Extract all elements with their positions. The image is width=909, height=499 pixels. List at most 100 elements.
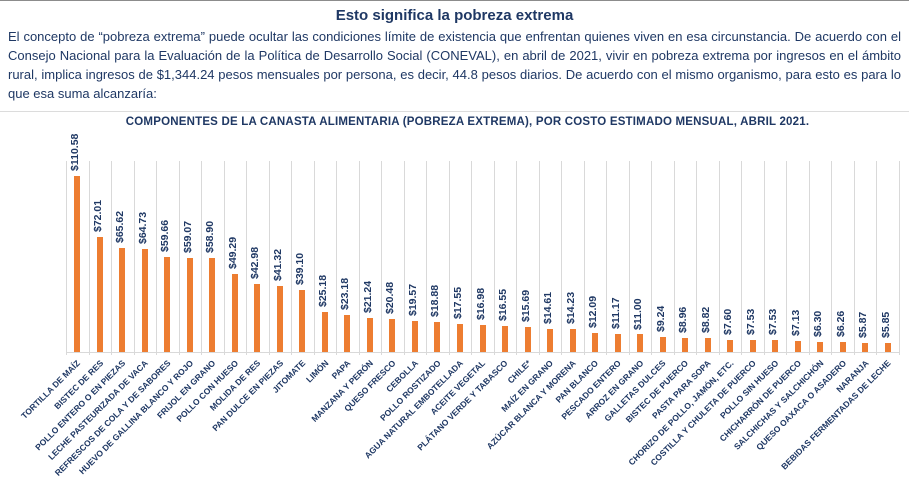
gridline (516, 161, 518, 355)
bar-value-label: $8.96 (677, 306, 690, 333)
x-axis-line (66, 352, 899, 353)
gridline (223, 161, 225, 355)
gridline (471, 161, 473, 355)
gridline (651, 161, 653, 355)
bar-value-label: $8.82 (699, 306, 712, 333)
gridline (853, 161, 855, 355)
bar-value-label: $7.13 (789, 309, 802, 336)
bar-chart-plot-area: $110.58 TORTILLA DE MAÍZ $72.01 BISTEC DE R… (20, 134, 900, 478)
bar (141, 248, 148, 352)
bar (682, 337, 689, 352)
bar-value-label: $11.17 (609, 297, 622, 330)
gridline (178, 161, 180, 355)
bar-value-label: $9.24 (654, 306, 667, 333)
bar (119, 247, 126, 352)
gridline (538, 161, 540, 355)
gridline (628, 161, 630, 355)
bar (456, 324, 463, 352)
bar (74, 175, 81, 352)
gridline (336, 161, 338, 355)
gridline (696, 161, 698, 355)
bar-value-label: $5.87 (857, 311, 870, 338)
gridline (201, 161, 203, 355)
bar (637, 334, 644, 352)
bar-value-label: $59.66 (159, 219, 172, 253)
bar-value-label: $12.09 (587, 295, 600, 328)
bar-value-label: $25.18 (316, 274, 329, 307)
bar (96, 237, 103, 352)
bar-value-label: $7.53 (744, 308, 757, 336)
gridline (268, 161, 270, 355)
bar-value-label: $49.29 (226, 236, 239, 269)
bar (479, 324, 486, 352)
bar-value-label: $58.90 (204, 221, 217, 254)
bar-value-label: $72.01 (91, 200, 104, 233)
bar (884, 342, 891, 352)
bar (276, 286, 283, 352)
gridline (583, 161, 585, 355)
gridline (831, 161, 833, 355)
bar-value-label: $7.60 (722, 308, 735, 335)
bar-value-label: $41.32 (271, 249, 284, 282)
gridline (291, 161, 293, 355)
category-label: LIMÓN (303, 358, 330, 385)
bar (209, 258, 216, 352)
gridline (403, 161, 405, 355)
gridline (561, 161, 563, 355)
gridline (763, 161, 765, 355)
bar (231, 273, 238, 352)
gridline (358, 161, 360, 355)
bar (839, 342, 846, 352)
gridline (133, 161, 135, 355)
bar-value-label: $17.55 (451, 286, 464, 320)
gridline (718, 161, 720, 355)
bar (862, 342, 869, 352)
bar (164, 257, 171, 352)
bar-value-label: $65.62 (114, 210, 127, 243)
gridline (786, 161, 788, 355)
bar (569, 329, 576, 352)
bar (817, 341, 824, 352)
intro-paragraph: El concepto de “pobreza extrema” puede o… (8, 29, 901, 101)
bar-value-label: $6.30 (812, 310, 825, 337)
bar-value-label: $110.58 (69, 133, 82, 171)
gridline (313, 161, 315, 355)
gridline (606, 161, 608, 355)
bar (727, 339, 734, 352)
gridline (673, 161, 675, 355)
bar-value-label: $5.85 (879, 311, 892, 338)
bar (411, 320, 418, 352)
bar (659, 337, 666, 352)
chart-title: COMPONENTES DE LA CANASTA ALIMENTARIA (P… (125, 116, 810, 128)
gridline (448, 161, 450, 355)
bar-value-label: $7.53 (767, 308, 780, 336)
bar-value-label: $19.57 (406, 283, 419, 316)
bar-value-label: $39.10 (294, 252, 307, 285)
gridline (156, 161, 158, 355)
bar-value-label: $16.55 (497, 288, 509, 321)
gridline (493, 161, 495, 355)
bar-value-label: $59.07 (181, 220, 194, 253)
bar-value-label: $18.88 (429, 284, 442, 317)
bar (321, 311, 328, 352)
bar (704, 337, 711, 352)
bar-value-label: $20.48 (384, 282, 397, 315)
bar-value-label: $14.61 (542, 291, 555, 324)
bar (186, 257, 193, 352)
gridline (246, 161, 248, 355)
bar (794, 340, 801, 352)
text-chart-divider (0, 111, 909, 112)
bar-value-label: $15.69 (519, 289, 532, 323)
page-title: Esto significa la pobreza extrema (335, 7, 574, 24)
bar-value-label: $14.23 (564, 292, 577, 325)
bar (547, 328, 554, 352)
gridline (876, 161, 878, 355)
bar (524, 327, 531, 352)
bar-value-label: $16.98 (474, 287, 487, 320)
bar-value-label: $21.24 (361, 281, 374, 314)
bar (389, 319, 396, 352)
bar-value-label: $23.18 (339, 278, 352, 311)
bar-value-label: $64.73 (136, 211, 149, 244)
bar (614, 334, 621, 352)
